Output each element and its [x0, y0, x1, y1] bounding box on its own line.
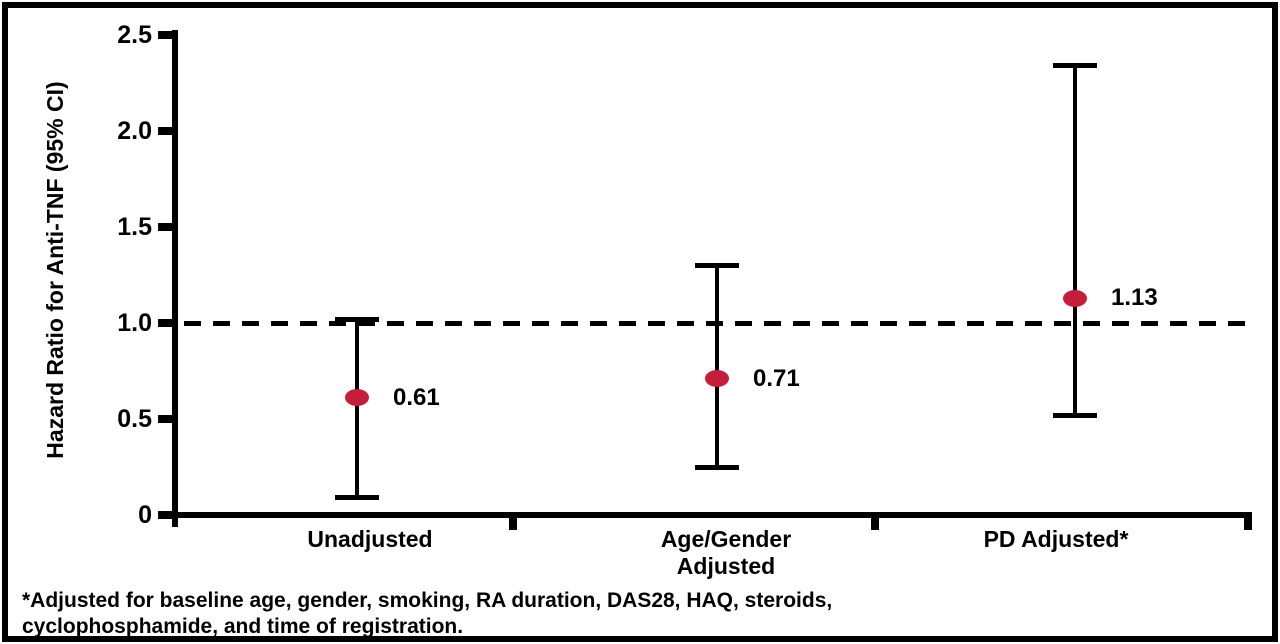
- point-marker: [1063, 289, 1087, 307]
- value-label: 0.61: [393, 383, 440, 411]
- error-bar-cap-top: [1053, 63, 1097, 69]
- footnote: *Adjusted for baseline age, gender, smok…: [22, 588, 832, 640]
- y-tick: [158, 127, 172, 135]
- category-label: Age/Gender Adjusted: [660, 526, 792, 579]
- footnote-line-2: cyclophosphamide, and time of registrati…: [22, 615, 464, 638]
- reference-line: [184, 321, 1256, 326]
- y-axis-line: [172, 30, 178, 527]
- y-tick: [158, 415, 172, 423]
- y-tick-label: 2.5: [117, 21, 152, 49]
- point-marker: [345, 389, 369, 407]
- error-bar-cap-bottom: [335, 495, 379, 501]
- y-tick-label: 1.0: [117, 309, 152, 337]
- y-tick: [158, 319, 172, 327]
- value-label: 1.13: [1111, 284, 1158, 312]
- value-label: 0.71: [753, 364, 800, 392]
- y-tick-label: 0.5: [117, 405, 152, 433]
- error-bar-line: [715, 263, 719, 469]
- x-tick: [871, 517, 879, 530]
- y-tick-label: 0: [138, 501, 152, 529]
- point-marker: [705, 370, 729, 388]
- error-bar-cap-top: [695, 262, 739, 268]
- category-label: PD Adjusted*: [983, 526, 1129, 552]
- plot-area: Hazard Ratio for Anti-TNF (95% CI) *Adju…: [8, 8, 1272, 638]
- y-tick-label: 1.5: [117, 213, 152, 241]
- error-bar-line: [1073, 63, 1077, 418]
- x-tick: [1244, 517, 1252, 530]
- error-bar-cap-bottom: [1053, 412, 1097, 418]
- x-axis-line: [172, 512, 1252, 518]
- category-label: Unadjusted: [307, 526, 433, 552]
- footnote-line-1: *Adjusted for baseline age, gender, smok…: [22, 589, 833, 612]
- y-tick: [158, 511, 172, 519]
- y-tick-label: 2.0: [117, 117, 152, 145]
- error-bar-line: [355, 317, 359, 500]
- x-tick: [509, 517, 517, 530]
- y-tick: [158, 31, 172, 39]
- y-tick: [158, 223, 172, 231]
- error-bar-cap-top: [335, 316, 379, 322]
- error-bar-cap-bottom: [695, 464, 739, 470]
